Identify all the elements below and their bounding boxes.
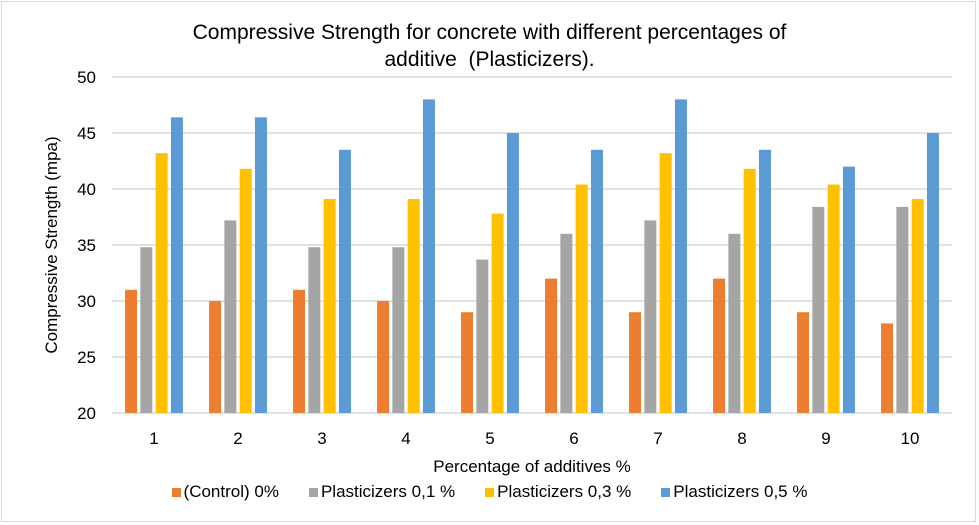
bar (461, 312, 474, 413)
bar (125, 289, 138, 413)
bar (239, 168, 252, 413)
bar (140, 247, 153, 413)
x-tick-label: 5 (485, 429, 494, 448)
bar (422, 99, 435, 414)
bar (827, 184, 840, 413)
bar (812, 206, 825, 413)
legend-item: Plasticizers 0,1 % (308, 482, 456, 502)
legend-item: (Control) 0% (171, 482, 279, 502)
bar (155, 153, 168, 413)
x-tick-label: 4 (401, 429, 410, 448)
bar (728, 233, 741, 413)
bar (797, 312, 810, 413)
x-tick-label: 7 (653, 429, 662, 448)
bar (842, 166, 855, 413)
x-tick-label: 3 (317, 429, 326, 448)
bar (758, 149, 771, 414)
bar (506, 133, 519, 413)
bar (644, 220, 657, 413)
x-tick-label: 1 (149, 429, 158, 448)
bar (560, 233, 573, 413)
bar (392, 247, 405, 413)
legend-item: Plasticizers 0,3 % (485, 482, 631, 502)
bar (881, 323, 894, 413)
y-axis-label: Compressive Strength (mpa) (42, 136, 61, 353)
y-tick-labels: 20 25 30 35 40 45 50 (77, 68, 96, 423)
chart-title: Compressive Strength for concrete with d… (0, 19, 979, 73)
chart-title-line-1: Compressive Strength for concrete with d… (192, 21, 787, 44)
y-tick-label: 30 (77, 292, 96, 311)
bar (896, 206, 909, 413)
x-tick-label: 2 (233, 429, 242, 448)
legend-swatch (171, 487, 181, 497)
bar (170, 117, 183, 413)
bar (590, 149, 603, 414)
y-tick-label: 25 (77, 348, 96, 367)
x-tick-labels: 1 2 3 4 5 6 7 8 9 10 (149, 429, 919, 448)
legend-label: Plasticizers 0,1 % (320, 482, 456, 501)
bar (674, 99, 687, 414)
bar (338, 149, 351, 414)
gridlines (112, 76, 952, 414)
legend-label: Plasticizers 0,5 % (673, 482, 808, 501)
y-tick-label: 40 (77, 180, 96, 199)
legend: (Control) 0% Plasticizers 0,1 % Plasticize… (0, 482, 979, 502)
legend-label: (Control) 0% (183, 482, 279, 501)
bar (713, 278, 726, 413)
bar (545, 278, 558, 413)
bar (575, 184, 588, 413)
y-tick-label: 20 (77, 404, 96, 423)
bars (125, 99, 939, 414)
y-tick-label: 50 (77, 68, 96, 87)
x-tick-label: 8 (737, 429, 746, 448)
bar (476, 259, 489, 413)
bar (926, 133, 939, 413)
legend-swatch (308, 487, 318, 497)
legend-item: Plasticizers 0,5 % (661, 482, 807, 502)
bar (911, 199, 924, 413)
bar (743, 168, 756, 413)
bar (407, 199, 420, 413)
x-tick-label: 9 (821, 429, 830, 448)
bar (224, 220, 237, 413)
bar (293, 289, 306, 413)
chart-title-line-2: additive (Plasticizers). (384, 48, 595, 71)
x-tick-label: 6 (569, 429, 578, 448)
y-tick-label: 45 (77, 124, 96, 143)
x-axis-label: Percentage of additives % (433, 457, 631, 476)
bar (659, 153, 672, 413)
legend-swatch (661, 487, 671, 497)
legend-swatch (485, 487, 495, 497)
x-tick-label: 10 (901, 429, 920, 448)
bar (308, 247, 321, 413)
y-tick-label: 35 (77, 236, 96, 255)
legend-label: Plasticizers 0,3 % (497, 482, 632, 501)
bar (377, 301, 390, 413)
bar (323, 199, 336, 413)
bar (209, 301, 222, 413)
bar (629, 312, 642, 413)
bar (254, 117, 267, 413)
bar (491, 213, 504, 413)
